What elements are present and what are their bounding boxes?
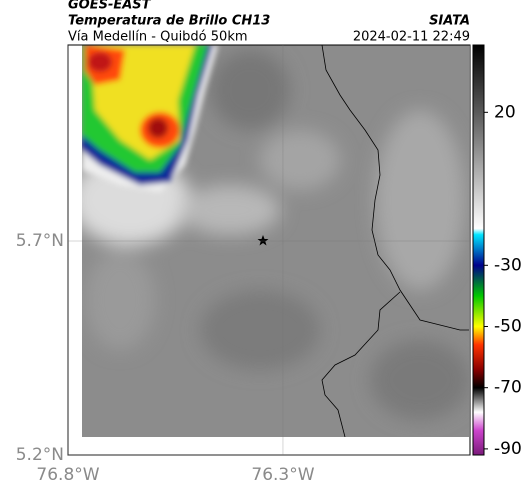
colorbar <box>472 44 485 456</box>
source: SIATA <box>429 14 470 29</box>
timestamp: 2024-02-11 22:49 <box>353 30 470 45</box>
satellite-image <box>82 45 469 437</box>
title: GOES-EAST <box>68 0 152 13</box>
colorbar-tick-label: 20 <box>494 102 516 122</box>
x-tick-label: 76.3°W <box>251 465 314 485</box>
region: Vía Medellín - Quibdó 50km <box>68 30 248 45</box>
x-tick-label: 76.8°W <box>36 465 99 485</box>
colorbar-tick-label: -90 <box>494 439 522 459</box>
y-tick-label: 5.7°N <box>16 231 64 251</box>
y-tick-label: 5.2°N <box>16 445 64 465</box>
subtitle: Temperatura de Brillo CH13 <box>68 14 270 29</box>
colorbar-tick-label: -30 <box>494 255 522 275</box>
colorbar-tick-label: -70 <box>494 378 522 398</box>
colorbar-tick-label: -50 <box>494 316 522 336</box>
